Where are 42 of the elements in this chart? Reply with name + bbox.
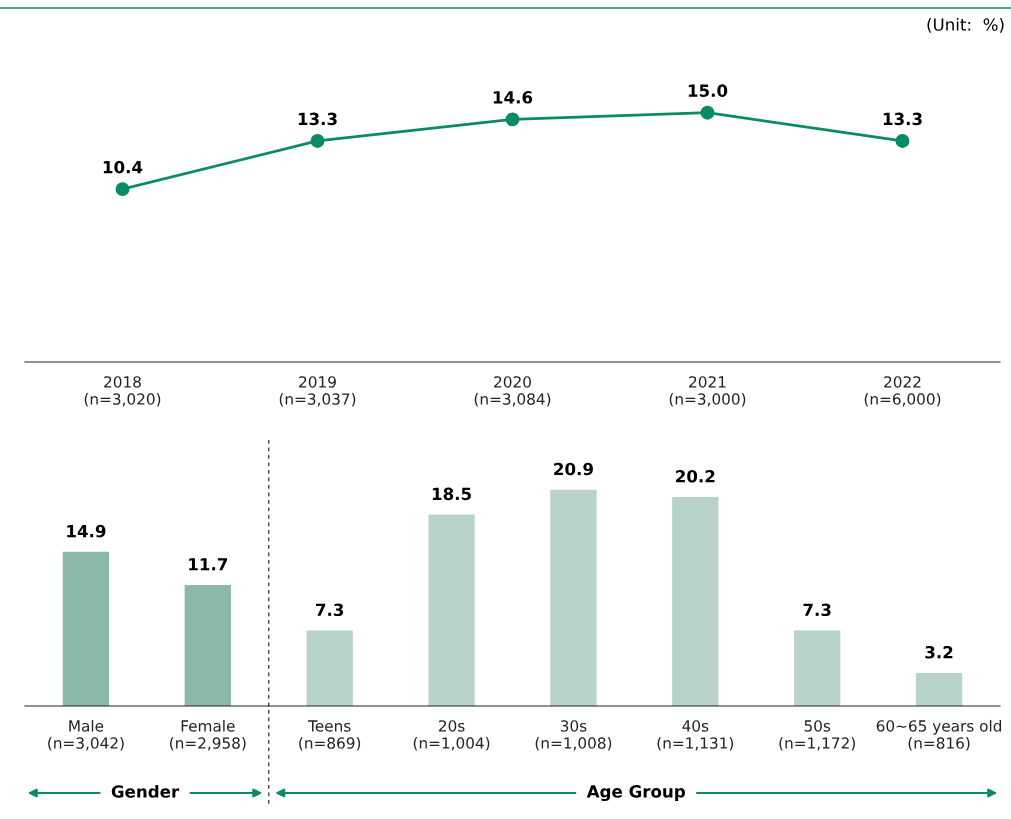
x-tick-label: 20s (n=1,004) (413, 720, 490, 751)
x-tick-label: 2020 (n=3,084) (474, 376, 551, 407)
text: Gender (111, 784, 180, 798)
data-label: 14.6 (493, 91, 533, 104)
data-label: 3.2 (925, 645, 953, 659)
bar (672, 496, 719, 706)
data-label: 10.4 (103, 160, 143, 174)
x-tick-label: 50s (n=1,172) (779, 720, 855, 751)
data-label: 20.9 (554, 462, 593, 476)
x-tick-label: 40s (n=1,131) (657, 720, 734, 751)
bar (184, 584, 231, 706)
point (310, 134, 325, 148)
x-tick-label: 2018 (n=3,020) (84, 376, 161, 407)
bar (306, 630, 353, 706)
x-tick-label: 2021 (n=3,000) (669, 376, 746, 407)
data-label: 18.5 (432, 487, 471, 501)
text: Age Group (586, 785, 685, 802)
data-label: 14.9 (67, 524, 106, 538)
bar (550, 489, 597, 706)
x-tick-label: 60~65 years old (n=816) (876, 719, 1002, 751)
x-tick-label: 2022 (n=6,000) (864, 376, 941, 407)
point (895, 134, 910, 148)
x-tick-label: Male (n=3,042) (48, 719, 124, 751)
bar (428, 514, 475, 706)
point (505, 112, 520, 127)
data-label: 15.0 (688, 84, 728, 97)
x-tick-label: 30s (n=1,008) (535, 720, 612, 751)
data-label: 13.3 (883, 112, 922, 126)
data-label: 7.3 (316, 603, 344, 617)
x-tick-label: Teens (n=869) (299, 720, 361, 751)
data-label: 20.2 (676, 469, 715, 483)
x-tick-label: Female (n=2,958) (170, 719, 246, 751)
point (700, 105, 715, 120)
data-label: 11.7 (189, 558, 228, 571)
data-label: 13.3 (298, 112, 337, 126)
annotation: (Unit: %) (927, 17, 1004, 33)
bar (62, 551, 110, 706)
bar (794, 630, 841, 706)
data-label: 7.3 (803, 603, 831, 617)
bar (915, 672, 963, 706)
point (115, 182, 130, 197)
x-tick-label: 2019 (n=3,037) (279, 376, 356, 407)
